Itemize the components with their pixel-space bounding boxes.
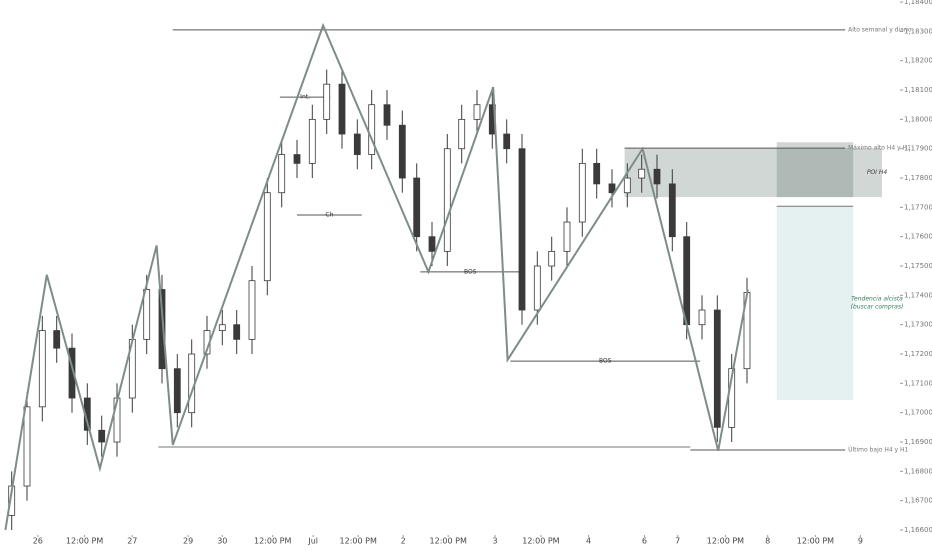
- candle-body: [683, 236, 691, 326]
- zone-label: Tendencia alcista: [851, 296, 903, 303]
- x-tick-label: 12:00 PM: [707, 537, 744, 546]
- x-tick-label: 12:00 PM: [254, 537, 291, 546]
- level-label: Int.: [300, 94, 310, 101]
- candle-body: [173, 368, 181, 414]
- x-tick-label: 12:00 PM: [522, 537, 559, 546]
- candle-body: [563, 221, 571, 252]
- y-tick-label: 1,17800: [904, 174, 932, 182]
- candle-body: [368, 104, 376, 155]
- y-tick-label: 1,17200: [904, 350, 932, 358]
- candle-body: [638, 168, 646, 179]
- candle-body: [353, 133, 361, 155]
- zone-label: (buscar compras): [851, 304, 904, 311]
- y-tick-label: 1,18300: [904, 27, 932, 35]
- candle-body: [428, 236, 436, 252]
- candle-body: [398, 124, 406, 179]
- candle-body: [548, 250, 556, 267]
- zone: [624, 148, 882, 198]
- zone: [776, 206, 854, 401]
- candle-body: [458, 118, 466, 150]
- y-tick-label: 1,17700: [904, 203, 932, 211]
- candle-body: [143, 289, 151, 340]
- zone-label: POI H4: [867, 169, 888, 176]
- candle-body: [248, 280, 256, 340]
- x-tick-label: 26: [33, 537, 43, 546]
- candle-body: [308, 118, 316, 164]
- x-tick-label: 12:00 PM: [340, 537, 377, 546]
- x-tick-label: 4: [586, 537, 591, 546]
- y-tick-label: 1,17000: [904, 409, 932, 417]
- level-label: BOS: [464, 268, 477, 275]
- y-tick-label: 1,18000: [904, 115, 932, 123]
- candle-body: [608, 183, 616, 194]
- y-tick-label: 1,17500: [904, 262, 932, 270]
- candle-body: [23, 406, 31, 487]
- zigzag-line: [4, 22, 749, 531]
- x-tick-label: 30: [217, 537, 227, 546]
- x-tick-label: 8: [765, 537, 770, 546]
- candle-body: [293, 154, 301, 164]
- y-tick-label: 1,18400: [904, 0, 932, 6]
- candle-body: [503, 133, 511, 150]
- x-tick-label: 6: [642, 537, 647, 546]
- y-tick-label: 1,17100: [904, 379, 932, 387]
- candle-body: [413, 177, 421, 238]
- candle-body: [323, 83, 331, 120]
- level-label: Máximo alto H4 y H1: [848, 145, 911, 152]
- candle-body: [383, 104, 391, 126]
- x-tick-label: 29: [183, 537, 193, 546]
- candle-body: [623, 177, 631, 194]
- y-tick-label: 1,17900: [904, 145, 932, 153]
- candle-body: [218, 324, 226, 331]
- candle-body: [518, 148, 526, 311]
- y-tick-label: 1,17400: [904, 291, 932, 299]
- y-tick-label: 1,17300: [904, 321, 932, 329]
- x-tick-label: 2: [401, 537, 406, 546]
- y-tick-label: 1,18100: [904, 86, 932, 94]
- candle-body: [593, 162, 601, 185]
- level-label: Último bajo H4 y H1: [848, 446, 908, 453]
- candle-body: [158, 289, 166, 370]
- y-tick-label: 1,16700: [904, 497, 932, 505]
- candle-body: [473, 104, 481, 120]
- candle-body: [668, 183, 676, 238]
- candle-body: [578, 162, 586, 223]
- x-tick-label: 12:00 PM: [66, 537, 103, 546]
- candle-body: [188, 353, 196, 414]
- candle-body: [98, 429, 106, 443]
- candle-body: [68, 347, 76, 399]
- candle-body: [713, 309, 721, 428]
- candle-body: [53, 330, 61, 349]
- candle-body: [338, 83, 346, 135]
- x-tick-label: 27: [127, 537, 137, 546]
- candle-body: [38, 330, 46, 408]
- y-tick-label: 1,16600: [904, 526, 932, 534]
- candle-body: [653, 168, 661, 185]
- candle-body: [533, 265, 541, 311]
- level-label: BOS: [599, 358, 612, 365]
- candle-body: [278, 154, 286, 194]
- level-label: Alto semanal y diario: [848, 26, 912, 33]
- x-tick-label: 3: [492, 537, 497, 546]
- zone: [776, 142, 854, 198]
- x-tick-label: 12:00 PM: [430, 537, 467, 546]
- x-tick-label: 12:00 PM: [797, 537, 834, 546]
- x-tick-label: 9: [858, 537, 863, 546]
- y-tick-label: 1,16800: [904, 467, 932, 475]
- y-tick-label: 1,16900: [904, 438, 932, 446]
- y-tick-label: 1,17600: [904, 233, 932, 241]
- x-tick-label: Jul: [307, 537, 318, 546]
- candle-body: [443, 148, 451, 252]
- candle-body: [263, 192, 271, 282]
- candle-body: [233, 324, 241, 340]
- y-tick-label: 1,18200: [904, 57, 932, 65]
- candle-body: [698, 309, 706, 326]
- level-label: Ch: [325, 211, 333, 218]
- x-tick-label: 7: [675, 537, 680, 546]
